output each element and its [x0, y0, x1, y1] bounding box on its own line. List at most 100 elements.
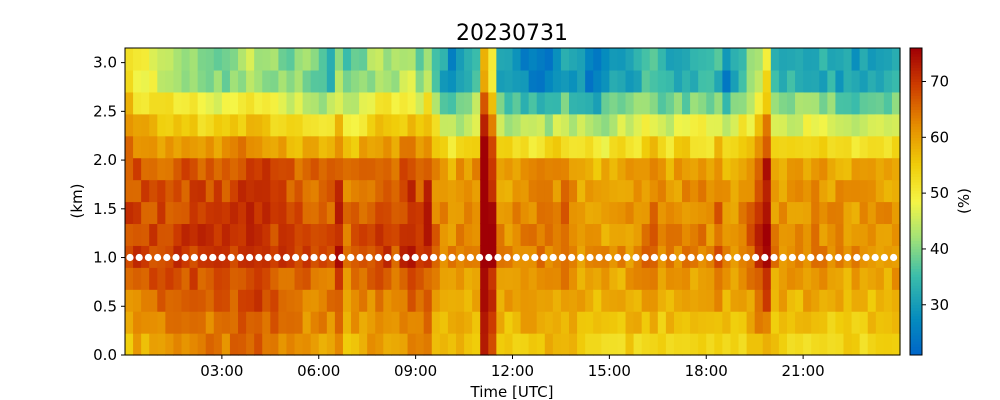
- heatmap-cell: [254, 91, 263, 115]
- x-axis: 03:00 06:00 09:00 12:00 15:00 18:00 21:00: [200, 355, 825, 380]
- heatmap-cell: [270, 157, 279, 181]
- heatmap-cell: [351, 113, 360, 137]
- heatmap-cell: [625, 69, 635, 93]
- reference-dot: [319, 253, 327, 262]
- reference-dot: [135, 253, 143, 262]
- heatmap-cell: [125, 289, 134, 312]
- heatmap-cell: [342, 289, 352, 312]
- colorbar-segment: [910, 335, 922, 339]
- heatmap-cell: [544, 223, 554, 246]
- colorbar-segment: [910, 299, 922, 303]
- reference-dot: [338, 253, 346, 262]
- y-axis: 0.0 0.5 1.0 1.5 2.0 2.5 3.0: [93, 54, 125, 364]
- reference-dot: [144, 253, 152, 262]
- heatmap-cell: [867, 201, 877, 225]
- chart-title: 20230731: [456, 21, 568, 46]
- heatmap-cell: [262, 91, 271, 115]
- heatmap-cell: [302, 333, 312, 356]
- heatmap-cell: [867, 311, 877, 334]
- colorbar-segment: [910, 92, 922, 96]
- heatmap-cell: [431, 157, 441, 181]
- heatmap-cell: [722, 179, 732, 203]
- heatmap-cell: [488, 245, 497, 268]
- heatmap-cell: [407, 289, 417, 312]
- heatmap-cell: [843, 48, 853, 71]
- heatmap-cell: [157, 311, 166, 334]
- heatmap-cell: [649, 91, 659, 115]
- heatmap-cell: [221, 245, 231, 268]
- heatmap-cell: [633, 157, 643, 181]
- heatmap-cell: [811, 245, 820, 268]
- colorbar-segment: [910, 179, 922, 183]
- heatmap-cell: [641, 223, 651, 246]
- reference-dot: [522, 253, 530, 262]
- heatmap-cell: [375, 289, 384, 312]
- heatmap-cell: [488, 333, 497, 356]
- heatmap-cell: [189, 113, 199, 137]
- heatmap-cell: [415, 289, 425, 312]
- heatmap-cell: [286, 135, 296, 159]
- heatmap-cell: [504, 223, 514, 246]
- heatmap-cell: [714, 113, 723, 137]
- heatmap-cell: [165, 223, 175, 246]
- heatmap-cell: [229, 91, 239, 115]
- reference-dot: [788, 253, 797, 262]
- heatmap-cell: [730, 223, 740, 246]
- heatmap-cell: [480, 113, 489, 137]
- reference-dot: [890, 253, 898, 262]
- colorbar-segment: [910, 101, 922, 105]
- heatmap-cell: [278, 267, 288, 290]
- heatmap-cell: [480, 333, 489, 356]
- heatmap-cell: [399, 135, 409, 159]
- heatmap-cell: [803, 135, 812, 159]
- heatmap-cell: [544, 179, 554, 203]
- heatmap-cell: [229, 157, 239, 181]
- heatmap-cell: [673, 289, 683, 312]
- heatmap-cell: [859, 135, 869, 159]
- heatmap-cell: [488, 69, 497, 93]
- heatmap-cell: [342, 311, 352, 334]
- heatmap-cell: [286, 69, 296, 93]
- heatmap-cell: [383, 223, 392, 246]
- heatmap-cell: [221, 135, 231, 159]
- heatmap-cell: [746, 179, 756, 203]
- colorbar-segment: [910, 154, 922, 158]
- colorbar-segment: [910, 209, 922, 214]
- heatmap-cell: [157, 91, 166, 115]
- heatmap-cell: [827, 135, 837, 159]
- heatmap-cell: [625, 113, 635, 137]
- heatmap-cell: [391, 135, 401, 159]
- heatmap-cell: [270, 311, 279, 334]
- heatmap-cell: [149, 223, 158, 246]
- heatmap-cell: [706, 48, 715, 71]
- heatmap-cell: [560, 201, 570, 225]
- heatmap-cell: [238, 289, 247, 312]
- heatmap-cell: [141, 333, 150, 356]
- heatmap-cell: [423, 289, 433, 312]
- heatmap-cell: [706, 69, 715, 93]
- colorbar-segment: [910, 50, 922, 55]
- heatmap-cell: [165, 135, 175, 159]
- reference-dot: [200, 253, 208, 262]
- heatmap-cell: [189, 289, 199, 312]
- heatmap-cell: [883, 69, 893, 93]
- heatmap-cell: [593, 179, 602, 203]
- heatmap-cell: [149, 267, 158, 290]
- heatmap-cell: [512, 157, 522, 181]
- heatmap-cell: [423, 333, 433, 356]
- reference-dot: [126, 253, 134, 262]
- heatmap-cell: [883, 91, 893, 115]
- heatmap-cell: [318, 113, 328, 137]
- heatmap-cells: [125, 48, 901, 356]
- heatmap-cell: [786, 157, 796, 181]
- heatmap-cell: [633, 91, 643, 115]
- heatmap-cell: [875, 69, 885, 93]
- heatmap-cell: [754, 157, 764, 181]
- heatmap-cell: [641, 311, 651, 334]
- heatmap-cell: [633, 267, 643, 290]
- y-tick-label: 2.5: [93, 102, 117, 120]
- heatmap-cell: [488, 311, 497, 334]
- heatmap-cell: [262, 157, 271, 181]
- heatmap-cell: [326, 113, 336, 137]
- heatmap-cell: [762, 113, 772, 137]
